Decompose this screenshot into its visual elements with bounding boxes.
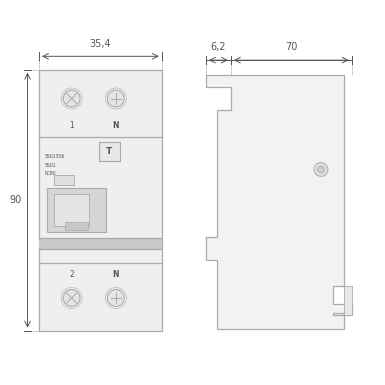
Text: N: N (112, 121, 119, 130)
Text: T: T (106, 147, 112, 156)
Text: 6,2: 6,2 (211, 42, 226, 52)
Circle shape (63, 90, 80, 107)
Circle shape (63, 290, 80, 306)
Text: 5SU1: 5SU1 (45, 162, 56, 167)
Bar (99, 142, 120, 161)
Bar (54, 194, 89, 226)
Bar (54, 175, 74, 185)
Text: 1: 1 (69, 121, 74, 130)
Text: 5SU1356: 5SU1356 (45, 154, 65, 159)
Text: 2: 2 (69, 271, 74, 280)
Bar (344, 286, 352, 315)
Text: RCBO: RCBO (45, 171, 56, 176)
Bar (39, 70, 162, 331)
Circle shape (314, 162, 328, 176)
Polygon shape (206, 75, 352, 329)
Bar (39, 238, 162, 248)
Bar (47, 188, 106, 232)
Text: 90: 90 (10, 195, 22, 205)
Circle shape (318, 166, 325, 173)
Circle shape (107, 90, 124, 107)
Text: 35,4: 35,4 (90, 38, 111, 49)
Circle shape (107, 290, 124, 306)
Bar (65, 223, 88, 230)
Text: N: N (112, 271, 119, 280)
Text: 70: 70 (285, 42, 298, 52)
